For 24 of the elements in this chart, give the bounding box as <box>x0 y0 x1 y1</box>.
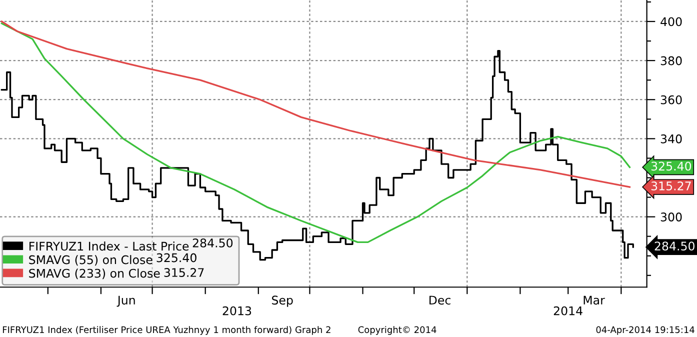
legend-label: SMAVG (233) on Close <box>29 268 160 280</box>
x-tick-label: Dec <box>430 296 450 305</box>
x-tick-label: Sep <box>272 296 293 307</box>
text: 04-Apr-2014 19:15:14 <box>596 326 694 335</box>
text: 315.27 <box>164 268 204 277</box>
text: 2014 <box>554 306 582 316</box>
data-label: 284.50 <box>654 242 694 251</box>
legend-label: FIFRYUZ1 Index - Last Price <box>29 242 189 251</box>
y-tick-label: 360 <box>660 95 682 104</box>
legend-label: SMAVG (55) on Close <box>29 255 152 266</box>
x-tick-label: Jun <box>116 296 135 307</box>
y-tick-label: 380 <box>660 56 682 66</box>
text: 284.50 <box>192 238 233 248</box>
text: 2013 <box>222 306 252 316</box>
x-tick-label: Mar <box>584 296 605 305</box>
y-tick-label: 300 <box>660 212 682 222</box>
text: Copyright© 2014 <box>358 326 436 335</box>
text: FIFRYUZ1 Index (Fertiliser Price UREA Yuzhnyy 1 month forward) Graph 2 <box>2 326 330 335</box>
text: 325.40 <box>156 253 196 262</box>
y-tick-label: 400 <box>660 17 682 26</box>
data-label: 315.27 <box>651 181 691 190</box>
y-tick-label: 340 <box>660 134 682 144</box>
line-series <box>0 20 631 188</box>
data-label: 325.40 <box>651 162 692 171</box>
